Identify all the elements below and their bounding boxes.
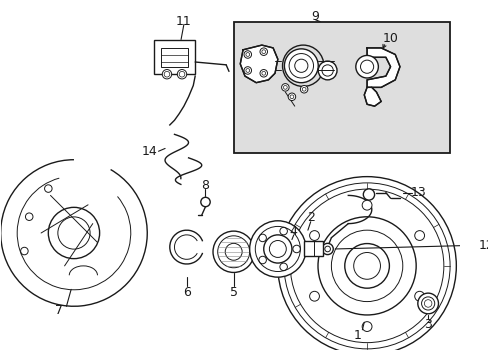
Circle shape	[414, 291, 424, 301]
Circle shape	[309, 231, 319, 240]
Polygon shape	[364, 87, 381, 106]
Text: 4: 4	[289, 225, 297, 238]
Circle shape	[277, 177, 455, 355]
Circle shape	[201, 197, 210, 207]
Circle shape	[417, 293, 438, 314]
Circle shape	[318, 61, 336, 80]
Circle shape	[260, 69, 267, 77]
Bar	[304, 242, 322, 256]
Circle shape	[362, 321, 371, 332]
Circle shape	[244, 67, 251, 74]
Text: 10: 10	[382, 32, 398, 45]
Text: 13: 13	[410, 186, 426, 199]
Text: 11: 11	[176, 15, 191, 28]
Circle shape	[363, 189, 374, 200]
Circle shape	[48, 207, 100, 258]
Polygon shape	[240, 45, 277, 83]
Bar	[233, 22, 449, 153]
Circle shape	[260, 48, 267, 55]
Text: 6: 6	[183, 286, 190, 299]
Circle shape	[300, 85, 307, 93]
Circle shape	[355, 55, 378, 78]
Text: 8: 8	[201, 179, 209, 192]
Circle shape	[284, 49, 318, 83]
Circle shape	[177, 69, 186, 79]
Circle shape	[287, 93, 295, 100]
Text: 9: 9	[311, 10, 319, 23]
Circle shape	[162, 69, 171, 79]
Text: 2: 2	[306, 211, 314, 224]
Text: 3: 3	[424, 318, 431, 330]
Circle shape	[414, 231, 424, 240]
Circle shape	[309, 291, 319, 301]
Text: 1: 1	[353, 329, 361, 342]
Circle shape	[362, 200, 371, 210]
Polygon shape	[366, 48, 399, 87]
Circle shape	[249, 221, 305, 277]
Bar	[154, 40, 195, 74]
Text: 14: 14	[141, 145, 157, 158]
Circle shape	[321, 243, 333, 255]
Circle shape	[213, 231, 254, 273]
Bar	[161, 48, 187, 67]
Circle shape	[281, 84, 288, 91]
Text: 12: 12	[478, 239, 488, 252]
Text: 5: 5	[229, 286, 237, 299]
Text: 7: 7	[55, 305, 63, 318]
Circle shape	[244, 51, 251, 58]
